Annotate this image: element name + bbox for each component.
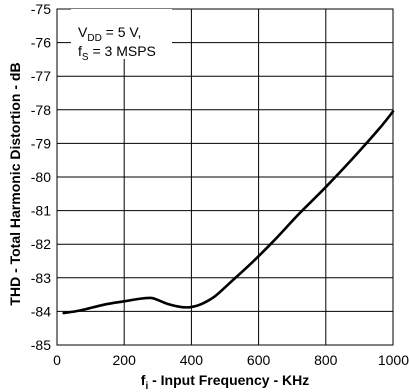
x-tick-labels: 0 200 400 600 800 1000 (53, 352, 409, 368)
y-tick-label: -81 (31, 203, 51, 219)
annotation-line-2-sub: S (82, 52, 89, 63)
annotation-line-1-main: V (78, 24, 88, 40)
y-tick-label: -82 (31, 236, 51, 252)
thd-curve (62, 110, 395, 315)
y-tick-label: -76 (31, 35, 51, 51)
y-tick-label: -83 (31, 270, 51, 286)
y-tick-label: -84 (31, 303, 51, 319)
annotation-line-1: VDD = 5 V, (78, 24, 141, 44)
y-tick-label: -85 (31, 337, 51, 353)
annotation-line-2: fS = 3 MSPS (78, 43, 156, 63)
x-tick-label: 600 (247, 352, 271, 368)
y-tick-labels: -75 -76 -77 -78 -79 -80 -81 -82 -83 -84 -85 (31, 1, 51, 353)
y-tick-label: -75 (31, 1, 51, 17)
y-tick-label: -78 (31, 102, 51, 118)
x-tick-label: 800 (314, 352, 338, 368)
y-axis-title: THD - Total Harmonic Distortion - dB (7, 62, 23, 305)
x-axis-title-main: f (141, 372, 146, 388)
x-tick-label: 0 (53, 352, 61, 368)
grid (56, 8, 394, 346)
annotation-line-1-sub: DD (87, 33, 101, 44)
annotation-line-2-main: f (78, 43, 82, 59)
x-axis-title-sub: i (145, 381, 148, 392)
annotation-line-1-rest: = 5 V, (102, 24, 142, 40)
y-tick-label: -79 (31, 135, 51, 151)
x-tick-label: 200 (113, 352, 137, 368)
x-tick-label: 400 (180, 352, 204, 368)
annotation-line-2-rest: = 3 MSPS (89, 43, 156, 59)
y-tick-label: -77 (31, 68, 51, 84)
x-tick-label: 1000 (378, 352, 409, 368)
x-axis-title-rest: - Input Frequency - KHz (148, 372, 309, 388)
plot-frame (56, 8, 394, 346)
annotation-box (71, 9, 172, 59)
y-tick-label: -80 (31, 169, 51, 185)
x-axis-title: fi - Input Frequency - KHz (141, 372, 309, 392)
